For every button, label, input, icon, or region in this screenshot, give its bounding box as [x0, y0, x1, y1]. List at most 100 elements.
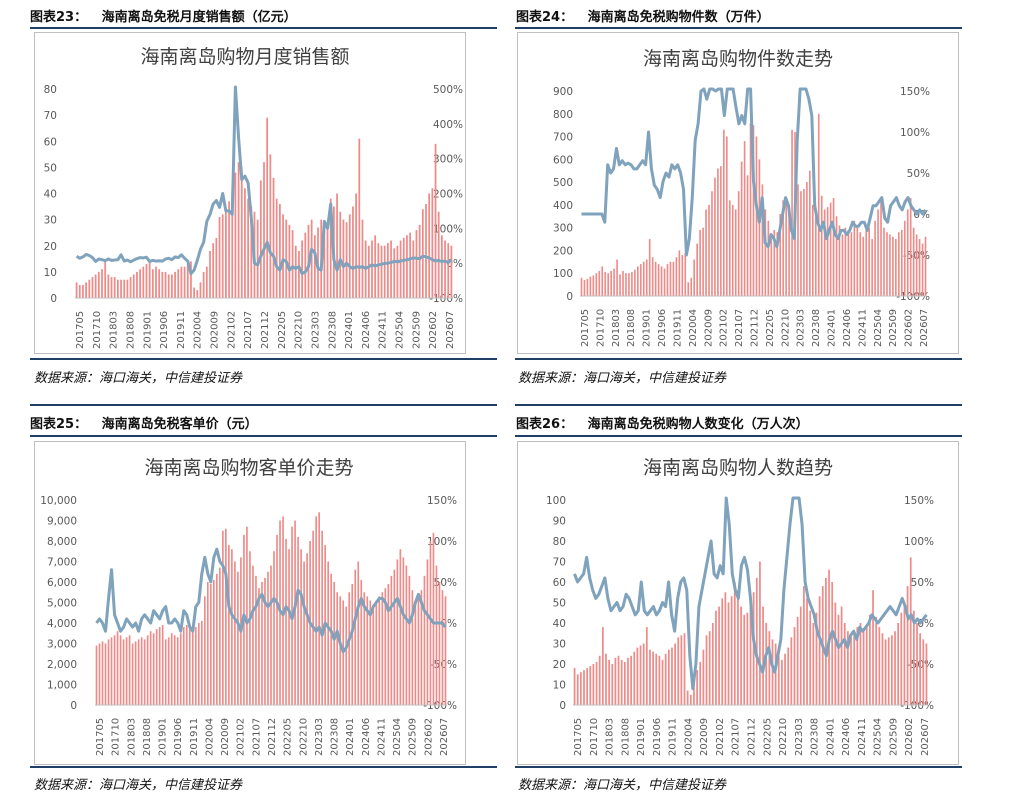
bar: [177, 269, 180, 298]
bar: [315, 516, 317, 705]
bar: [352, 206, 354, 298]
bar: [853, 220, 856, 296]
bar: [806, 598, 808, 705]
bar: [167, 637, 170, 705]
y-left-tick-label: 4,000: [47, 618, 77, 630]
bar: [437, 211, 440, 298]
bar: [122, 639, 125, 705]
bar: [605, 653, 607, 705]
y-left-tick-label: 0: [566, 291, 573, 303]
bar: [782, 200, 784, 296]
figure-26-chart: 海南离岛购物人数趋势1009080706050403020100150%100%…: [546, 457, 934, 756]
bar: [345, 606, 348, 705]
bar: [174, 271, 176, 299]
bar: [675, 257, 678, 296]
bar: [396, 245, 399, 298]
bar: [339, 596, 342, 705]
bar: [714, 177, 716, 296]
y-left-tick-label: 20: [44, 241, 57, 253]
bar: [589, 666, 592, 705]
y-right-tick-label: -100%: [423, 700, 457, 712]
bar: [98, 643, 101, 705]
bar-series: [580, 113, 927, 296]
x-tick-label: 202308: [330, 718, 341, 756]
bar: [781, 659, 783, 705]
x-tick-label: 201901: [158, 718, 169, 756]
bar: [113, 277, 116, 298]
figure-26-label: 图表26：: [516, 417, 574, 432]
bar: [803, 586, 805, 705]
bar: [273, 551, 275, 705]
bar: [856, 627, 859, 705]
bar: [205, 266, 208, 298]
bar: [258, 588, 260, 705]
y-left-tick-label: 90: [553, 516, 566, 528]
bar: [847, 229, 850, 296]
x-tick-label: 201710: [92, 311, 103, 349]
bar: [88, 279, 91, 298]
bar: [725, 136, 728, 296]
x-tick-label: 201803: [611, 309, 622, 347]
bar: [702, 649, 705, 705]
bar: [444, 240, 446, 298]
bar: [825, 577, 827, 705]
bar: [148, 261, 151, 298]
bar: [123, 279, 126, 298]
figure-26-title-rule: [515, 435, 962, 437]
bar: [134, 641, 137, 705]
bar: [696, 243, 698, 296]
bar: [321, 530, 323, 705]
bar: [264, 577, 266, 705]
bar: [576, 674, 579, 705]
bar: [645, 627, 648, 705]
bar: [667, 649, 670, 705]
bar: [272, 177, 275, 298]
bar: [131, 643, 134, 705]
bar: [686, 690, 689, 705]
bar: [749, 602, 752, 705]
yoy-line: [75, 85, 453, 276]
bar: [607, 273, 609, 296]
bar: [361, 219, 364, 299]
x-tick-label: 202303: [311, 311, 322, 349]
bar-series: [95, 512, 447, 705]
bar: [586, 278, 589, 296]
bar-series: [573, 557, 928, 705]
bar: [838, 225, 841, 296]
y-left-tick-label: 900: [553, 86, 573, 98]
bar: [399, 549, 402, 705]
y-left-tick-label: 80: [553, 536, 566, 548]
figure-26-top-rule: [515, 404, 962, 406]
bar: [823, 209, 826, 296]
bar: [444, 596, 447, 705]
bar: [136, 271, 138, 299]
bar: [762, 606, 764, 705]
bar: [330, 573, 332, 705]
bar: [872, 590, 874, 705]
figure-23-chart: 海南离岛购物月度销售额 80 70 60 50 40 30 20 10 0 500% 400% 300%…: [44, 46, 463, 349]
bar: [728, 200, 731, 296]
bar: [158, 627, 161, 705]
bar: [661, 659, 664, 705]
bar: [610, 270, 612, 296]
bar: [765, 623, 768, 705]
bar: [625, 273, 627, 296]
y-left-tick-label: 200: [553, 245, 573, 257]
bar: [831, 582, 834, 705]
bar: [107, 639, 110, 705]
y-left-tick-label: 40: [553, 618, 566, 630]
bar: [151, 269, 154, 298]
bar: [592, 275, 595, 296]
bar: [803, 188, 805, 296]
figure-23-chart-frame: 海南离岛购物月度销售额 80 70 60 50 40 30 20 10 0 500% 400% 300%…: [34, 32, 466, 354]
y-left-tick-label: 50: [44, 162, 57, 174]
bar: [219, 567, 221, 705]
x-tick-label: 202607: [439, 718, 450, 756]
bar: [776, 232, 779, 296]
x-tick-label: 202210: [778, 718, 789, 756]
bar: [784, 653, 786, 705]
bar: [107, 274, 110, 298]
figure-25-title-rule: [30, 435, 497, 437]
bar: [900, 612, 903, 705]
bar: [791, 129, 793, 296]
